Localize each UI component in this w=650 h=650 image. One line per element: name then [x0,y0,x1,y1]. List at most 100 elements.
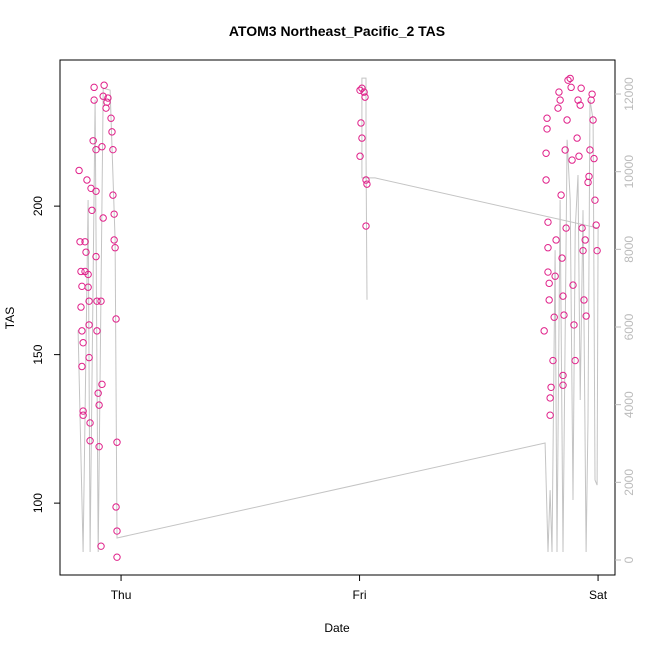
point [357,119,365,127]
plot-frame [59,59,616,576]
point [361,93,369,101]
point [578,224,586,232]
point [112,315,120,323]
altitude-line [77,77,599,553]
point [79,411,87,419]
point [557,191,565,199]
y-axis-label: TAS [3,307,17,329]
point [89,137,97,145]
point [356,86,364,94]
point [577,84,585,92]
point [86,437,94,445]
point [107,114,115,122]
y2-tick-label: 6000 [622,313,636,340]
point [585,172,593,181]
point [92,145,100,154]
point [360,88,368,96]
point [78,327,86,335]
point [79,407,87,415]
point [79,339,87,347]
y2-tick-label: 8000 [622,236,636,263]
point [586,146,594,154]
point [111,244,119,252]
point [554,104,562,112]
point [550,313,558,321]
point [112,503,120,511]
point [547,383,555,391]
point [556,96,564,104]
point [98,143,106,151]
point [592,221,600,229]
point [83,176,91,184]
point [559,381,567,389]
point [85,321,93,329]
point [544,218,552,226]
y2-tick-label: 2000 [622,469,636,496]
point [570,321,578,329]
point [544,268,552,276]
point [571,356,579,365]
y2-tick-label: 12000 [622,77,636,111]
point [77,303,85,311]
point [95,401,103,409]
point [85,297,93,305]
point [588,90,596,98]
point [580,296,588,304]
point [543,125,551,133]
point [110,210,118,218]
point [567,83,575,92]
point [110,236,118,244]
point [76,238,84,246]
point [93,327,101,335]
point [113,553,121,561]
point [103,98,111,106]
point [576,101,584,109]
point [95,442,103,451]
point [569,281,577,289]
point [579,246,587,255]
point [90,96,98,104]
point [358,84,366,92]
point [81,238,89,246]
point [575,152,583,160]
y2-tick-label: 0 [622,556,636,563]
point [90,83,98,92]
point [593,246,601,255]
point [587,96,595,104]
point [82,248,90,256]
point [590,154,598,163]
point [546,394,554,402]
point [544,244,552,252]
point [545,279,553,288]
point [99,92,107,100]
y-tick-label: 100 [31,493,45,513]
point [552,236,560,244]
point [543,114,551,122]
point [99,214,107,222]
point [100,81,108,89]
point [93,297,101,305]
point [589,116,597,124]
point [102,104,110,112]
chart-title: ATOM3 Northeast_Pacific_2 TAS [229,23,445,39]
point [581,236,589,244]
point [546,411,554,419]
x-axis-label: Date [324,621,350,635]
x-tick-label: Fri [353,588,367,602]
point [92,187,100,195]
point [363,180,371,188]
point [562,224,570,232]
point [97,297,105,305]
point [75,166,83,175]
point [86,419,94,427]
point [362,176,370,184]
point [113,527,121,535]
point [78,282,86,291]
point [568,156,576,164]
point [573,134,581,142]
point [85,353,93,362]
point [559,371,567,380]
point [561,146,569,154]
point [558,254,566,262]
